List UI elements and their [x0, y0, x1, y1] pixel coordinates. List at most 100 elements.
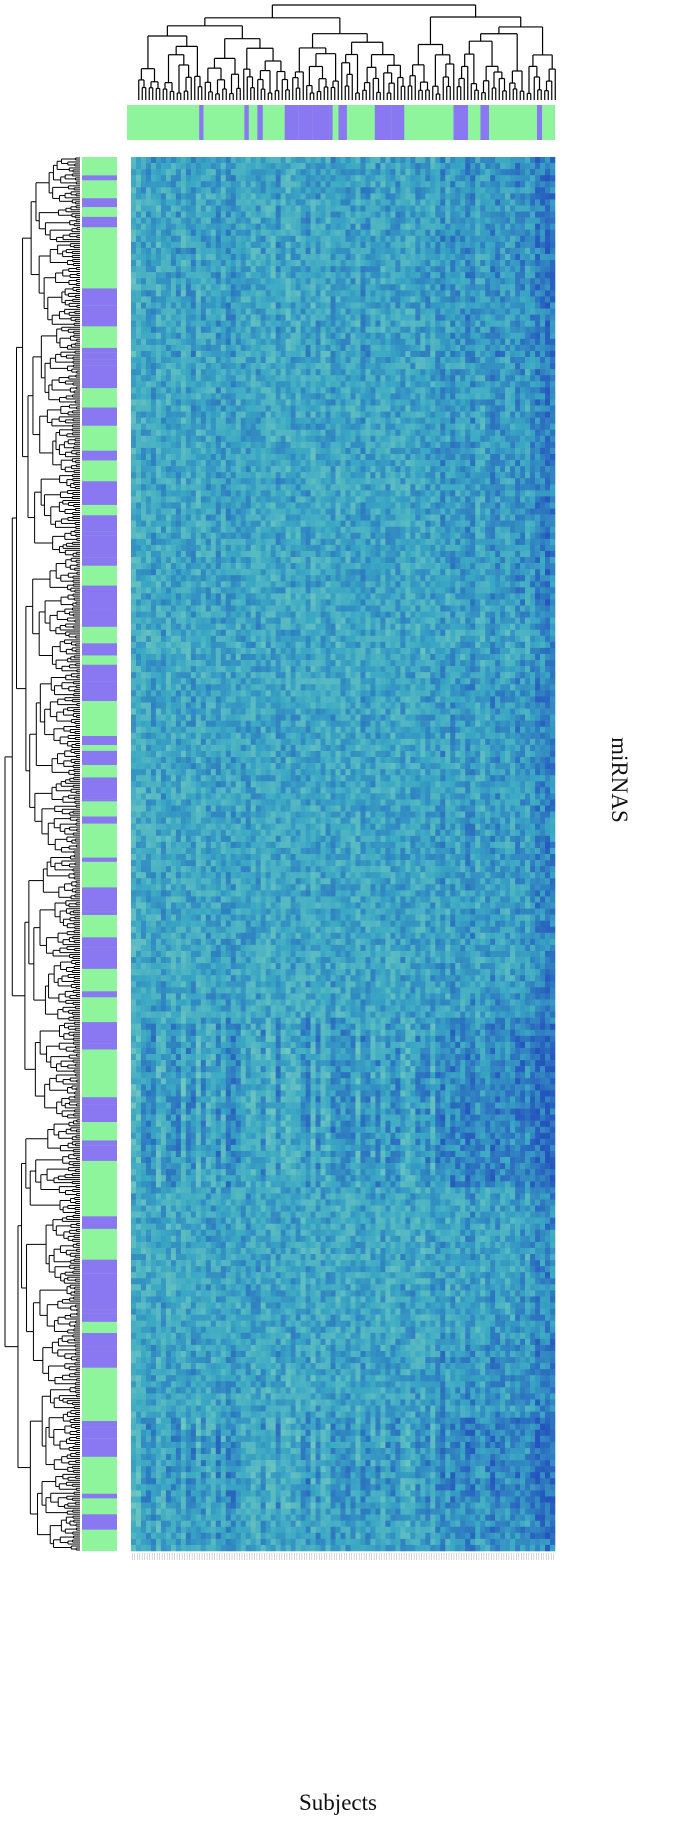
heatmap-cell — [295, 369, 301, 376]
heatmap-cell — [315, 223, 321, 231]
heatmap-cell — [520, 350, 526, 358]
heatmap-cell — [445, 278, 451, 285]
heatmap-cell — [215, 272, 222, 279]
heatmap-cell — [320, 363, 326, 370]
heatmap-cell — [515, 447, 521, 455]
heatmap-cell — [195, 381, 202, 388]
heatmap-cell — [285, 314, 291, 321]
heatmap-cell — [365, 229, 371, 237]
heatmap-cell — [410, 157, 416, 164]
heatmap-cell — [290, 417, 296, 424]
heatmap-cell — [330, 363, 336, 370]
heatmap-cell — [375, 375, 381, 382]
heatmap-cell — [435, 496, 441, 503]
heatmap-cell — [305, 460, 311, 467]
heatmap-cell — [230, 193, 237, 200]
heatmap-cell — [290, 484, 296, 491]
heatmap-cell — [150, 423, 157, 431]
heatmap-cell — [410, 344, 416, 352]
heatmap-cell — [390, 496, 396, 503]
heatmap-cell — [415, 169, 421, 176]
heatmap-cell — [550, 350, 556, 358]
heatmap-cell — [290, 357, 296, 364]
heatmap-cell — [510, 387, 516, 394]
heatmap-cell — [360, 484, 366, 491]
heatmap-cell — [490, 496, 496, 503]
heatmap-cell — [260, 466, 266, 473]
heatmap-cell — [300, 314, 306, 321]
heatmap-cell — [400, 369, 406, 376]
heatmap-cell — [515, 229, 521, 237]
heatmap-cell — [225, 193, 232, 200]
heatmap-cell — [430, 175, 436, 182]
heatmap-cell — [360, 472, 366, 479]
heatmap-cell — [290, 223, 296, 231]
heatmap-cell — [390, 447, 396, 455]
heatmap-cell — [510, 478, 516, 485]
heatmap-cell — [365, 472, 371, 479]
heatmap-cell — [131, 369, 137, 376]
heatmap-cell — [490, 326, 496, 334]
heatmap-cell — [245, 169, 252, 176]
heatmap-cell — [225, 502, 232, 509]
heatmap-cell — [545, 441, 551, 449]
heatmap-cell — [525, 296, 531, 303]
heatmap-cell — [485, 223, 491, 231]
heatmap-cell — [315, 460, 321, 467]
heatmap-cell — [355, 223, 361, 231]
heatmap-cell — [250, 447, 257, 455]
heatmap-cell — [250, 211, 257, 218]
heatmap-cell — [200, 453, 207, 461]
heatmap-cell — [455, 247, 461, 255]
heatmap-cell — [280, 247, 286, 255]
heatmap-cell — [525, 308, 531, 315]
heatmap-cell — [165, 253, 172, 261]
heatmap-cell — [131, 205, 137, 212]
heatmap-cell — [440, 211, 446, 218]
heatmap-cell — [370, 169, 376, 176]
heatmap-cell — [470, 181, 476, 188]
heatmap-cell — [360, 363, 366, 370]
heatmap-cell — [175, 387, 182, 394]
heatmap-cell — [415, 405, 421, 412]
heatmap-cell — [345, 357, 351, 364]
heatmap-cell — [500, 423, 506, 431]
heatmap-cell — [415, 193, 421, 200]
heatmap-cell — [395, 490, 401, 497]
heatmap-cell — [460, 199, 466, 206]
heatmap-cell — [300, 175, 306, 182]
heatmap-cell — [225, 466, 232, 473]
heatmap-cell — [225, 187, 232, 194]
heatmap-cell — [515, 296, 521, 303]
heatmap-cell — [545, 369, 551, 376]
heatmap-cell — [355, 169, 361, 176]
heatmap-cell — [260, 296, 266, 303]
heatmap-cell — [300, 290, 306, 297]
heatmap-cell — [530, 199, 536, 206]
heatmap-cell — [320, 181, 326, 188]
heatmap-cell — [445, 429, 451, 437]
heatmap-cell — [155, 314, 162, 321]
heatmap-cell — [525, 217, 531, 224]
heatmap-cell — [165, 181, 172, 188]
heatmap-cell — [470, 375, 476, 382]
heatmap-cell — [210, 508, 217, 515]
heatmap-cell — [375, 205, 381, 212]
heatmap-cell — [215, 314, 222, 321]
heatmap-cell — [230, 423, 237, 431]
heatmap-cell — [300, 181, 306, 188]
heatmap-cell — [155, 350, 162, 358]
heatmap-cell — [185, 181, 192, 188]
heatmap-cell — [220, 508, 227, 515]
heatmap-cell — [525, 381, 531, 388]
heatmap-cell — [155, 369, 162, 376]
heatmap-cell — [315, 302, 321, 309]
heatmap-cell — [350, 247, 356, 255]
heatmap-cell — [470, 484, 476, 491]
heatmap-cell — [210, 253, 217, 261]
heatmap-cell — [485, 490, 491, 497]
heatmap-cell — [520, 278, 526, 285]
heatmap-cell — [545, 332, 551, 340]
heatmap-cell — [335, 338, 341, 346]
heatmap-cell — [465, 253, 471, 261]
